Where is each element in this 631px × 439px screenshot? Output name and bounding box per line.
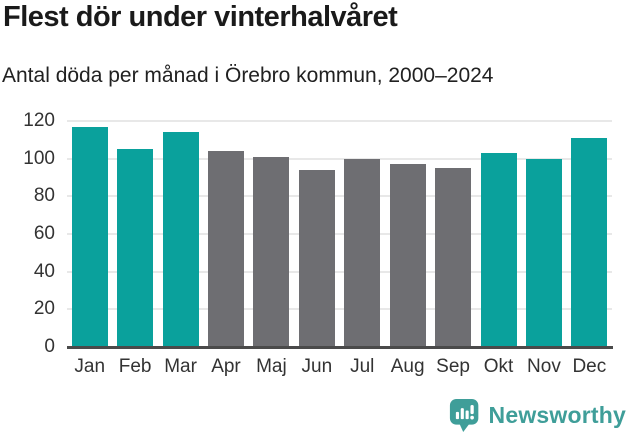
y-axis-label: 120 bbox=[23, 110, 55, 131]
newsworthy-logo: Newsworthy bbox=[449, 397, 626, 434]
x-axis-label: Feb bbox=[118, 356, 152, 377]
bar-column bbox=[112, 121, 157, 347]
bar-jun bbox=[298, 169, 335, 347]
y-axis-label: 100 bbox=[23, 147, 55, 169]
bar-series bbox=[67, 121, 612, 347]
x-axis-label: Sep bbox=[436, 356, 470, 377]
y-axis-label: 0 bbox=[44, 336, 55, 357]
newsworthy-brand-text: Newsworthy bbox=[488, 402, 626, 428]
bar-aug bbox=[389, 164, 426, 347]
x-axis-line bbox=[67, 346, 613, 349]
bar-column bbox=[67, 121, 112, 347]
y-axis-label: 40 bbox=[33, 260, 55, 282]
x-axis-label: Jan bbox=[74, 356, 106, 377]
bar-column bbox=[476, 121, 521, 347]
bar-column bbox=[249, 121, 294, 347]
bar-nov bbox=[525, 158, 562, 347]
gridline bbox=[67, 120, 612, 122]
x-axis-label: Jun bbox=[301, 356, 333, 377]
bar-jul bbox=[344, 158, 381, 347]
bar-column bbox=[203, 121, 248, 347]
page-title: Flest dör under vinterhalvåret bbox=[3, 1, 398, 33]
bar-column bbox=[521, 121, 566, 347]
page-subtitle: Antal döda per månad i Örebro kommun, 20… bbox=[2, 64, 494, 87]
y-axis-label: 80 bbox=[33, 185, 55, 207]
y-axis-label: 20 bbox=[33, 298, 55, 320]
gridline bbox=[67, 308, 612, 311]
bar-column bbox=[158, 121, 203, 347]
bar-column bbox=[567, 121, 612, 347]
plot-area bbox=[67, 120, 612, 347]
bar-apr bbox=[207, 151, 244, 347]
bar-maj bbox=[253, 156, 290, 347]
bar-dec bbox=[571, 137, 608, 347]
x-axis-label: Apr bbox=[211, 356, 241, 377]
bar-mar bbox=[162, 132, 199, 347]
bar-sep bbox=[435, 168, 472, 347]
bar-column bbox=[294, 121, 339, 347]
bar-column bbox=[385, 121, 430, 347]
y-axis-label: 60 bbox=[33, 223, 55, 244]
x-axis-label: Mar bbox=[164, 356, 197, 377]
x-axis-label: Okt bbox=[483, 356, 514, 377]
bar-feb bbox=[117, 149, 154, 347]
bar-column bbox=[340, 121, 385, 347]
x-axis-label: Maj bbox=[256, 356, 287, 377]
x-axis-label: Aug bbox=[390, 356, 425, 377]
bar-chart-speech-bubble-icon bbox=[449, 399, 478, 432]
x-axis-label: Jul bbox=[350, 356, 375, 377]
x-axis: Jan Feb Mar Apr Maj Jun Jul Aug Sep Okt Nov Dec bbox=[67, 356, 612, 378]
bar-column bbox=[430, 121, 475, 347]
bar-jan bbox=[71, 126, 108, 347]
y-axis: 0 20 40 60 80 100 120 bbox=[0, 111, 55, 357]
bar-okt bbox=[480, 153, 517, 347]
gridline bbox=[67, 233, 612, 235]
gridline bbox=[67, 195, 612, 198]
x-axis-label: Dec bbox=[572, 356, 607, 377]
gridline bbox=[67, 270, 612, 273]
gridline bbox=[67, 157, 612, 160]
x-axis-label: Nov bbox=[527, 356, 561, 377]
